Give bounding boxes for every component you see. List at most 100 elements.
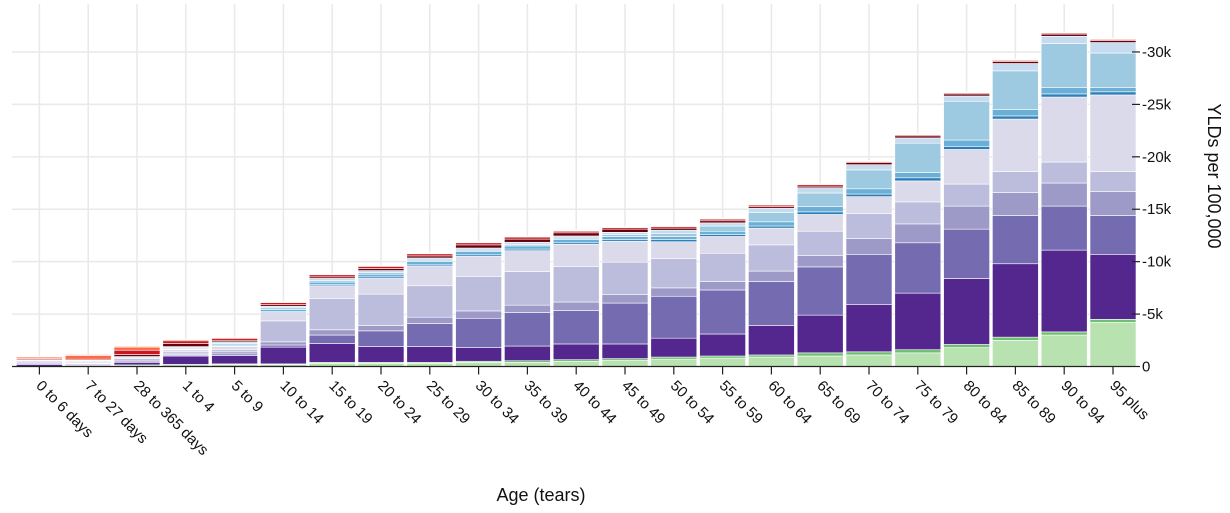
bar-segment[interactable]	[1040, 93, 1088, 98]
bar-segment[interactable]	[1089, 94, 1137, 172]
bar-segment[interactable]	[357, 265, 405, 267]
bar-segment[interactable]	[1089, 91, 1137, 96]
bar-segment[interactable]	[943, 228, 990, 279]
bar-segment[interactable]	[748, 227, 795, 246]
bar-segment[interactable]	[748, 212, 795, 223]
bar-segment[interactable]	[552, 310, 600, 345]
bar-segment[interactable]	[894, 180, 942, 203]
bar-segment[interactable]	[211, 346, 258, 351]
bar-segment[interactable]	[552, 266, 600, 303]
bar-segment[interactable]	[650, 358, 698, 367]
bar-segment[interactable]	[650, 233, 698, 237]
bar-segment[interactable]	[308, 285, 356, 299]
bar-segment[interactable]	[455, 247, 502, 251]
bar-segment[interactable]	[406, 346, 454, 363]
bar-segment[interactable]	[64, 354, 112, 356]
bar-segment[interactable]	[699, 355, 746, 359]
bar-segment[interactable]	[1040, 249, 1088, 333]
bar-segment[interactable]	[845, 304, 893, 353]
bar-segment[interactable]	[992, 115, 1039, 120]
bar-segment[interactable]	[894, 349, 942, 354]
bar-segment[interactable]	[455, 362, 502, 367]
bar-segment[interactable]	[845, 193, 893, 197]
bar-segment[interactable]	[650, 258, 698, 289]
bar-segment[interactable]	[699, 289, 746, 335]
bar-segment[interactable]	[943, 149, 990, 185]
bar-segment[interactable]	[357, 330, 405, 347]
bar-segment[interactable]	[1040, 331, 1088, 336]
bar-segment[interactable]	[601, 228, 649, 233]
bar-segment[interactable]	[1089, 52, 1137, 88]
bar-segment[interactable]	[260, 301, 307, 303]
bar-segment[interactable]	[1040, 31, 1088, 33]
bar-segment[interactable]	[650, 241, 698, 259]
bar-segment[interactable]	[796, 255, 844, 268]
bar-segment[interactable]	[162, 343, 210, 347]
bar-segment[interactable]	[699, 230, 746, 235]
bar-segment[interactable]	[260, 302, 307, 305]
bar-segment[interactable]	[1089, 254, 1137, 320]
bar-segment[interactable]	[357, 293, 405, 326]
bar-segment[interactable]	[748, 354, 795, 358]
bar-segment[interactable]	[1089, 215, 1137, 255]
bar-segment[interactable]	[601, 234, 649, 237]
bar-segment[interactable]	[699, 236, 746, 254]
bar-segment[interactable]	[699, 222, 746, 227]
bar-segment[interactable]	[601, 240, 649, 263]
bar-segment[interactable]	[894, 292, 942, 351]
bar-segment[interactable]	[699, 281, 746, 291]
bar-segment[interactable]	[748, 225, 795, 229]
bar-segment[interactable]	[650, 239, 698, 243]
bar-segment[interactable]	[162, 349, 210, 353]
bar-segment[interactable]	[601, 302, 649, 345]
bar-segment[interactable]	[699, 217, 746, 219]
bar-segment[interactable]	[1089, 191, 1137, 216]
bar-segment[interactable]	[406, 257, 454, 261]
bar-segment[interactable]	[357, 278, 405, 295]
bar-segment[interactable]	[406, 261, 454, 265]
bar-segment[interactable]	[260, 312, 307, 322]
bar-segment[interactable]	[260, 320, 307, 343]
bar-segment[interactable]	[1089, 38, 1137, 40]
bar-segment[interactable]	[601, 261, 649, 295]
bar-segment[interactable]	[845, 160, 893, 162]
bar-segment[interactable]	[504, 241, 551, 245]
bar-segment[interactable]	[894, 223, 942, 244]
bar-segment[interactable]	[113, 345, 161, 348]
bar-segment[interactable]	[552, 229, 600, 232]
bar-segment[interactable]	[699, 357, 746, 367]
bar-segment[interactable]	[748, 207, 795, 213]
bar-segment[interactable]	[992, 59, 1039, 61]
bar-segment[interactable]	[1089, 42, 1137, 54]
bar-segment[interactable]	[552, 235, 600, 239]
bar-segment[interactable]	[162, 340, 210, 344]
bar-segment[interactable]	[748, 281, 795, 326]
bar-segment[interactable]	[894, 135, 942, 139]
bar-segment[interactable]	[113, 362, 161, 366]
bar-segment[interactable]	[504, 312, 551, 347]
bar-segment[interactable]	[650, 236, 698, 240]
bar-segment[interactable]	[211, 336, 258, 338]
bar-segment[interactable]	[796, 206, 844, 213]
bar-segment[interactable]	[845, 354, 893, 367]
bar-segment[interactable]	[1040, 96, 1088, 163]
bar-segment[interactable]	[455, 241, 502, 243]
bar-segment[interactable]	[748, 203, 795, 205]
bar-segment[interactable]	[894, 177, 942, 182]
bar-segment[interactable]	[943, 183, 990, 207]
bar-segment[interactable]	[357, 268, 405, 271]
bar-segment[interactable]	[699, 225, 746, 232]
bar-segment[interactable]	[943, 91, 990, 93]
bar-segment[interactable]	[406, 255, 454, 259]
bar-segment[interactable]	[455, 276, 502, 312]
bar-segment[interactable]	[308, 334, 356, 344]
bar-segment[interactable]	[357, 346, 405, 363]
bar-segment[interactable]	[455, 244, 502, 249]
bar-segment[interactable]	[552, 239, 600, 244]
bar-segment[interactable]	[601, 294, 649, 304]
bar-segment[interactable]	[1089, 40, 1137, 43]
bar-segment[interactable]	[308, 281, 356, 286]
bar-segment[interactable]	[650, 227, 698, 231]
bar-segment[interactable]	[943, 205, 990, 230]
bar-segment[interactable]	[260, 346, 307, 365]
